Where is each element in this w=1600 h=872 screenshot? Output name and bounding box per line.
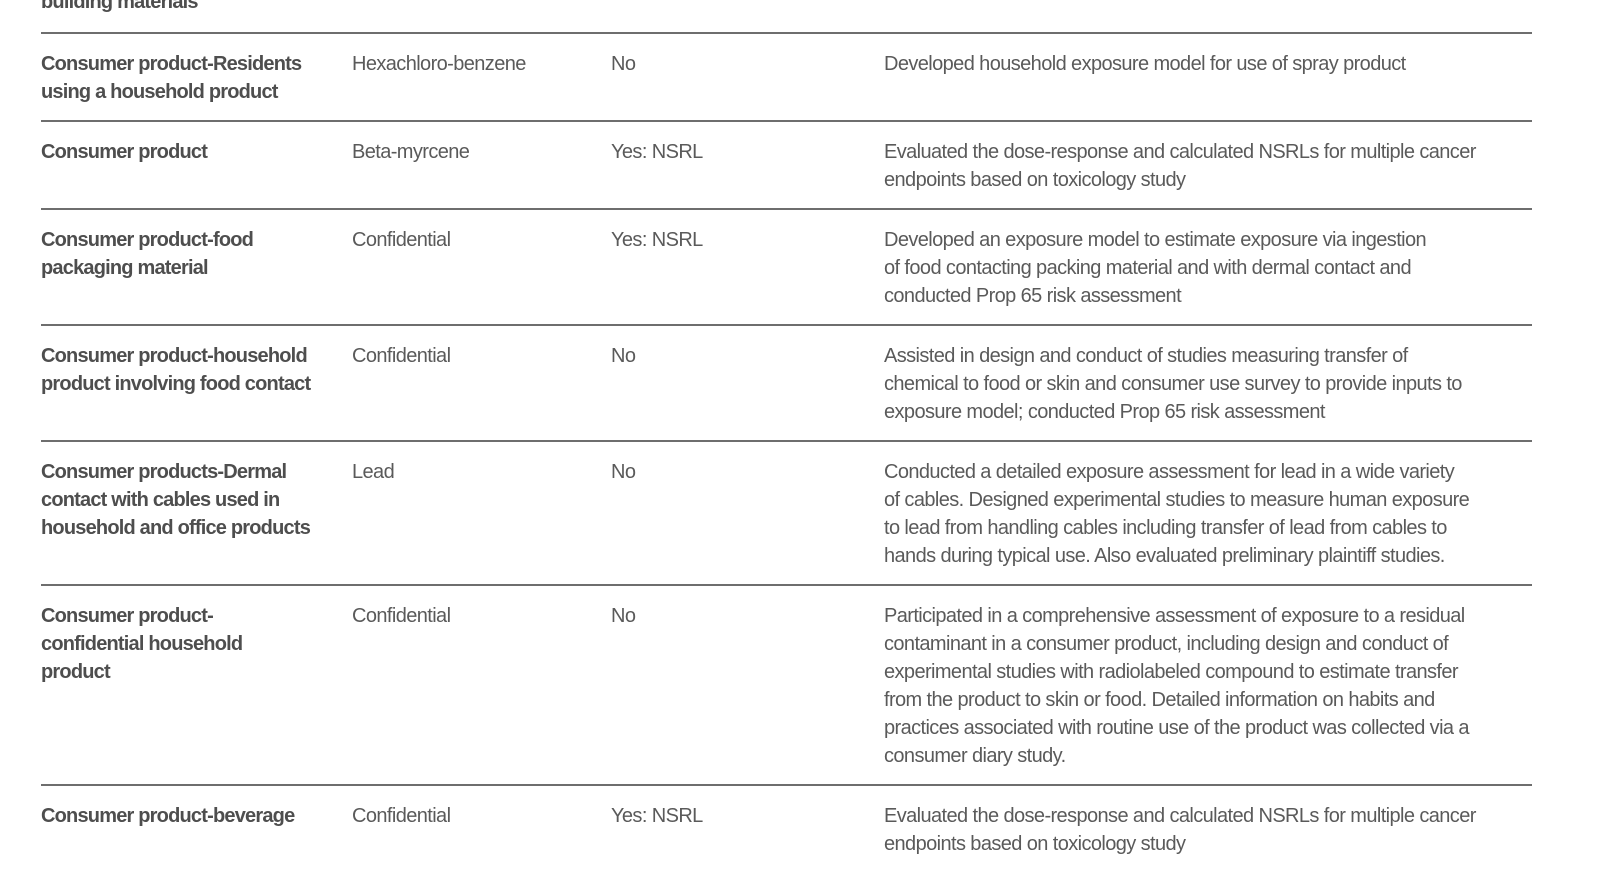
- source-cell: Consumer product-Residents using a house…: [41, 53, 302, 103]
- source-cell: Consumer product-beverage: [41, 805, 295, 827]
- description-cell: Conducted a detailed exposure assessment…: [884, 461, 1470, 567]
- chemical-cell: Confidential: [352, 805, 451, 827]
- prop65-cell: Yes: NSRL: [611, 805, 703, 827]
- table-row: Consumer products-Dermal contact with ca…: [41, 442, 1532, 586]
- description-cell: Assisted in design and conduct of studie…: [884, 345, 1462, 423]
- table-row: Consumer product-beverage Confidential Yes…: [41, 786, 1532, 872]
- source-cell: Consumer product- confidential household…: [41, 605, 243, 683]
- table-row: Consumer product-food packaging material…: [41, 210, 1532, 326]
- table-row: Consumer product-household product invol…: [41, 326, 1532, 442]
- chemical-cell: Confidential: [352, 229, 451, 251]
- prop65-cell: No: [611, 605, 636, 627]
- chemical-cell: Hexachloro-benzene: [352, 53, 526, 75]
- chemical-cell: Lead: [352, 461, 395, 483]
- description-cell: Participated in a comprehensive assessme…: [884, 605, 1470, 767]
- chemical-cell: Beta-myrcene: [352, 141, 470, 163]
- table-row: Consumer product Beta-myrcene Yes: NSRL Eva…: [41, 122, 1532, 210]
- table-row: Consumer product-Residents using a house…: [41, 34, 1532, 122]
- description-cell: Evaluated the dose-response and calculat…: [884, 805, 1476, 855]
- prop65-cell: No: [611, 461, 636, 483]
- source-cell: Consumer products-Dermal contact with ca…: [41, 461, 311, 539]
- source-cell: Consumer product-household product invol…: [41, 345, 311, 395]
- prop65-cell: No: [611, 345, 636, 367]
- description-cell: Evaluated the dose-response and calculat…: [884, 141, 1476, 191]
- project-table: building materials Consumer product-Resid…: [41, 0, 1532, 872]
- chemical-cell: Confidential: [352, 345, 451, 367]
- prop65-cell: Yes: NSRL: [611, 229, 703, 251]
- chemical-cell: Confidential: [352, 605, 451, 627]
- description-cell: Developed household exposure model for u…: [884, 53, 1406, 75]
- source-cell: Consumer product: [41, 141, 208, 163]
- prop65-cell: Yes: NSRL: [611, 141, 703, 163]
- description-cell: Developed an exposure model to estimate …: [884, 229, 1427, 307]
- prop65-cell: No: [611, 53, 636, 75]
- source-cell: Consumer product-food packaging material: [41, 229, 254, 279]
- table-row: Consumer product- confidential household…: [41, 586, 1532, 786]
- source-cell: building materials: [41, 0, 199, 13]
- table-row: building materials: [41, 0, 1532, 34]
